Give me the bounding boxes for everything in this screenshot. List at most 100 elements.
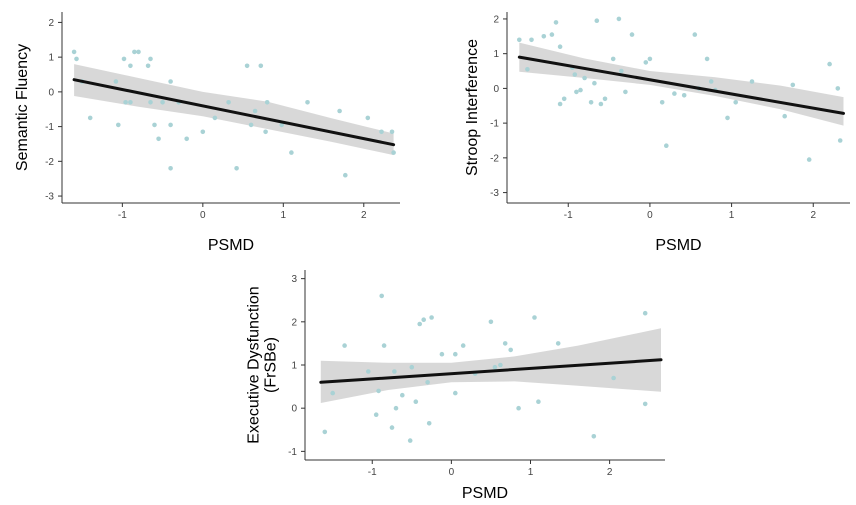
data-point [148, 56, 153, 62]
x-tick-label: 0 [647, 210, 653, 221]
data-point [145, 63, 151, 69]
data-point [516, 405, 521, 411]
y-axis-title-line: (FrSBe) [263, 337, 280, 393]
data-point [616, 16, 622, 22]
data-point [425, 380, 430, 385]
regression-line [72, 78, 396, 147]
data-point [704, 56, 710, 62]
data-point [421, 317, 427, 323]
data-point [692, 32, 698, 37]
data-point [619, 68, 624, 74]
y-tick-label: 2 [48, 18, 54, 29]
data-point [806, 157, 812, 162]
data-point [200, 129, 206, 135]
data-point [517, 37, 522, 43]
data-point [541, 34, 547, 39]
y-tick-label: -2 [490, 153, 499, 164]
data-point [592, 80, 597, 86]
data-point [681, 93, 687, 98]
data-point [376, 388, 381, 394]
data-point [337, 108, 342, 114]
regression-line [517, 55, 845, 115]
data-point [87, 115, 93, 121]
data-point [381, 343, 387, 348]
y-tick-label: 0 [291, 404, 297, 415]
data-point [488, 319, 494, 325]
y-tick-label: 1 [291, 361, 297, 372]
data-point [498, 362, 503, 368]
data-point [557, 101, 563, 107]
data-point [555, 341, 561, 346]
data-point [226, 100, 231, 105]
x-tick-label: -1 [118, 210, 127, 221]
data-point [588, 100, 594, 105]
data-point [342, 343, 347, 348]
data-point [113, 79, 119, 84]
x-tick-label: 2 [810, 210, 816, 221]
data-point [837, 138, 843, 143]
x-axis-title: PSMD [208, 237, 254, 254]
data-point [460, 343, 466, 348]
x-tick-label: 2 [361, 210, 367, 221]
data-point [602, 96, 608, 102]
data-point [343, 172, 348, 178]
data-point [160, 100, 165, 105]
data-point [168, 122, 173, 128]
x-tick-label: 0 [449, 467, 455, 478]
data-point [492, 364, 498, 370]
data-point [330, 390, 336, 396]
data-point [121, 56, 127, 62]
data-point [591, 434, 597, 439]
x-tick-label: 0 [200, 210, 206, 221]
data-point [532, 315, 537, 320]
data-point [557, 44, 563, 49]
data-point [373, 412, 379, 418]
data-point [664, 143, 669, 148]
y-tick-label: 0 [48, 87, 54, 98]
data-point [672, 91, 677, 96]
y-tick-label: -3 [45, 192, 54, 203]
data-point [749, 79, 755, 84]
data-point [582, 75, 587, 81]
data-point [400, 392, 405, 398]
data-point [578, 87, 583, 93]
data-point [407, 438, 413, 443]
x-tick-label: 1 [281, 210, 287, 221]
data-point [132, 49, 137, 55]
data-point [549, 32, 555, 37]
data-point [610, 56, 616, 62]
data-point [439, 351, 445, 357]
data-point [252, 108, 258, 114]
data-point [391, 150, 396, 155]
data-point [393, 405, 399, 411]
y-axis-title-line: Semantic Fluency [14, 44, 31, 171]
y-tick-label: 0 [493, 84, 499, 95]
y-tick-label: 2 [493, 14, 499, 25]
y-tick-label: 1 [493, 49, 499, 60]
data-point [502, 341, 508, 346]
data-point [71, 49, 77, 55]
data-point [642, 310, 648, 316]
data-point [258, 63, 264, 69]
x-tick-label: 2 [607, 467, 613, 478]
data-point [248, 122, 254, 128]
y-tick-label: -3 [490, 188, 499, 199]
data-point [168, 166, 173, 171]
y-axis-title: Semantic Fluency [14, 44, 31, 171]
data-point [74, 56, 79, 62]
data-point [574, 89, 579, 95]
data-point [413, 399, 419, 405]
data-point [392, 369, 397, 374]
confidence-band [320, 328, 661, 403]
data-point [782, 113, 787, 119]
data-point [629, 32, 635, 37]
data-point [264, 100, 270, 105]
y-tick-label: -1 [45, 122, 54, 133]
data-point [168, 79, 173, 84]
data-point [305, 100, 310, 105]
regression-line [319, 358, 663, 384]
panel-semantic-fluency: -1 0 1 2 -3 -2 -1 0 1 2 PSMD Semantic Fluency [14, 12, 400, 254]
data-point [611, 375, 616, 381]
data-point [152, 122, 157, 128]
